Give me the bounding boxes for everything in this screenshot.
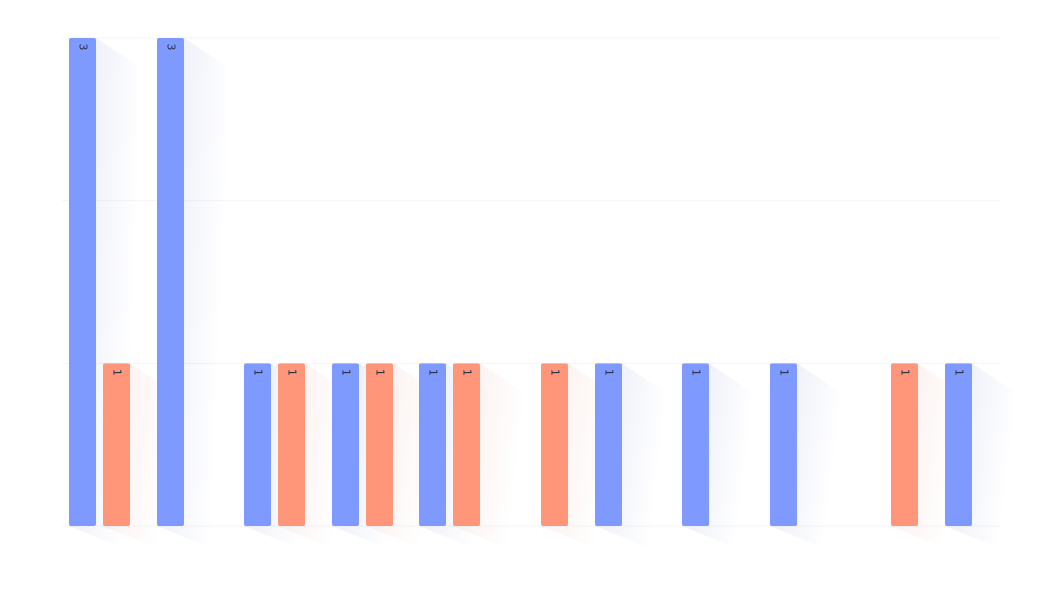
bar-series-2 xyxy=(541,363,568,526)
bar-shadow xyxy=(366,363,435,554)
bar-shadow xyxy=(595,363,664,554)
bar-value-label: 1 xyxy=(427,369,440,376)
bar-series-2 xyxy=(453,363,480,526)
bar-value-label: 1 xyxy=(778,369,791,376)
bar-shadow xyxy=(453,363,522,554)
bar-series-2 xyxy=(891,363,918,526)
bar-value-label: 1 xyxy=(340,369,353,376)
bar-value-label: 1 xyxy=(690,369,703,376)
bar-series-1 xyxy=(770,363,797,526)
bar-value-label: 3 xyxy=(77,44,90,51)
bar-series-1 xyxy=(682,363,709,526)
bar-shadow xyxy=(891,363,960,554)
bar-value-label: 1 xyxy=(111,369,124,376)
bar-value-label: 1 xyxy=(374,369,387,376)
bar-value-label: 1 xyxy=(286,369,299,376)
bars xyxy=(69,38,972,526)
bar-value-label: 3 xyxy=(165,44,178,51)
bar-series-1 xyxy=(332,363,359,526)
bar-series-2 xyxy=(103,363,130,526)
bar-series-2 xyxy=(278,363,305,526)
bar-series-1 xyxy=(69,38,96,526)
bar-series-1 xyxy=(595,363,622,526)
bar-value-label: 1 xyxy=(953,369,966,376)
bar-value-label: 1 xyxy=(252,369,265,376)
bar-series-2 xyxy=(366,363,393,526)
bar-shadow xyxy=(278,363,347,554)
bar-series-1 xyxy=(244,363,271,526)
bar-value-label: 1 xyxy=(549,369,562,376)
bar-value-label: 1 xyxy=(461,369,474,376)
bar-value-label: 1 xyxy=(899,369,912,376)
bar-series-1 xyxy=(157,38,184,526)
bar-shadow xyxy=(103,363,172,554)
bar-series-1 xyxy=(945,363,972,526)
bar-value-label: 1 xyxy=(603,369,616,376)
bar-shadow xyxy=(945,363,1014,554)
bar-shadow xyxy=(157,38,226,554)
bar-series-1 xyxy=(419,363,446,526)
bar-shadow xyxy=(541,363,610,554)
bar-shadow xyxy=(770,363,839,554)
bar-shadow xyxy=(682,363,751,554)
value-labels: 3 1 3 1 1 1 1 1 1 1 1 1 1 1 1 xyxy=(77,44,966,376)
